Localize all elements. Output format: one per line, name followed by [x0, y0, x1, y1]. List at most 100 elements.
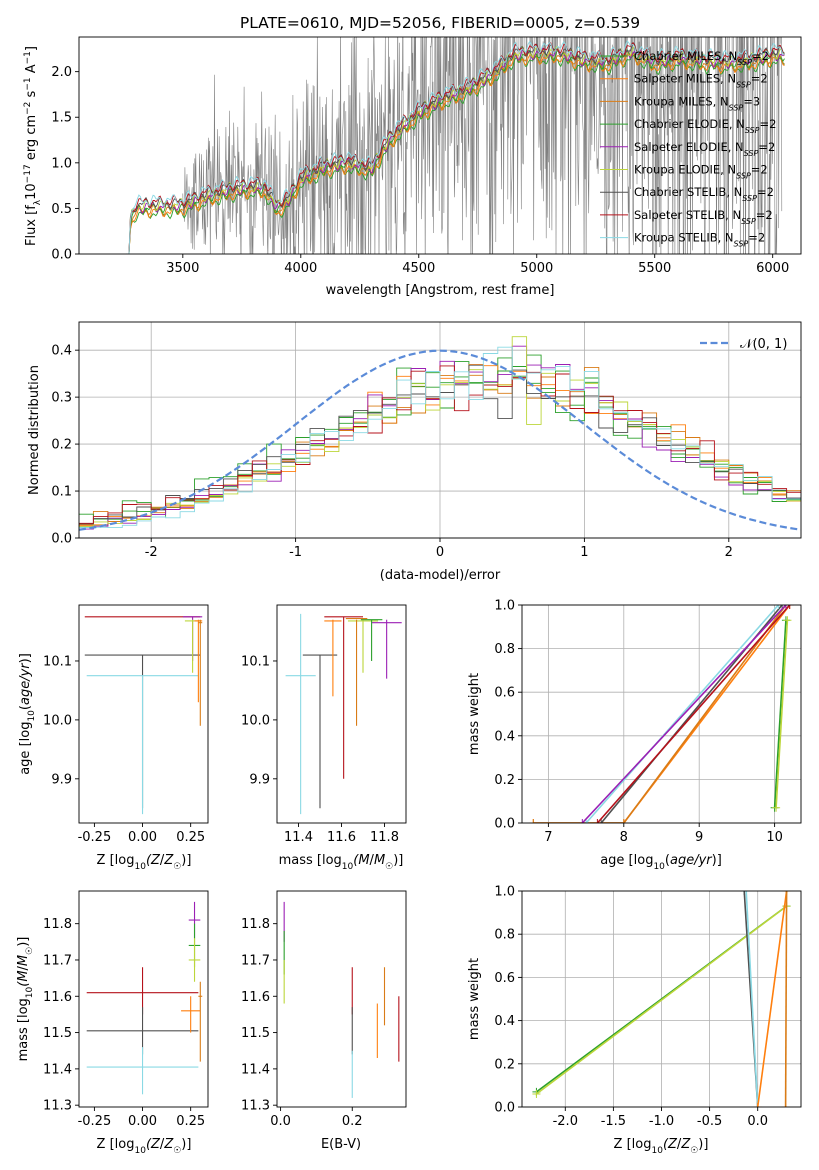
weight-line-salpeter-elodie: [581, 605, 787, 823]
mass-vs-Z-x-label: Z [log10(Z/Z☉)]: [97, 1137, 192, 1156]
weight-line-chabrier-elodie: [773, 620, 787, 808]
errorbar-kroupa-stelib: [86, 675, 199, 815]
x-tick-label: 1: [580, 545, 588, 560]
axes-frame: 7 8 9 10 0.0 0.2 0.4 0.6 0.8 1.0: [494, 599, 802, 845]
y-tick-label: 11.3: [241, 1099, 270, 1114]
errorbar-salpeter-miles: [324, 619, 342, 697]
y-tick-label: 11.4: [43, 1062, 72, 1077]
weight-line-kroupa-stelib: [585, 605, 779, 823]
weight-marker: [619, 819, 628, 823]
y-tick-label: 11.4: [241, 1062, 270, 1077]
errorbar-kroupa-elodie: [188, 938, 201, 982]
axes-mass-vs-Z: -0.25 0.00 0.25 11.3 11.4 11.5 11.6 11.7 11.8: [43, 890, 209, 1129]
weight-line-salpeter-miles: [756, 891, 788, 1107]
errorbar-chabrier-elodie: [360, 619, 383, 661]
spectrum-legend: Chabrier MILES, NSSP=2 Salpeter MILES, NS…: [600, 49, 776, 248]
x-tick-label: 2: [725, 545, 733, 560]
x-tick-label: 0.0: [747, 1114, 768, 1129]
y-tick-label: 0.2: [494, 1057, 515, 1072]
plot-area: [532, 891, 791, 1107]
axes-age-vs-mass: 11.4 11.6 11.8 9.9 10.0 10.1: [241, 604, 407, 845]
y-tick-label: 0.2: [51, 438, 72, 453]
plot-area: [84, 616, 203, 815]
x-tick-label: -0.5: [697, 1114, 722, 1129]
y-tick-label: 0.6: [494, 971, 515, 986]
y-tick-label: 0.4: [494, 729, 515, 744]
y-tick-label: 1.5: [51, 111, 72, 126]
x-tick-label: 0.0: [270, 1114, 291, 1129]
errorbar-salpeter-miles: [194, 619, 203, 703]
errorbar-kroupa-miles: [345, 618, 368, 726]
weight-marker: [772, 803, 781, 812]
y-tick-label: 9.9: [51, 772, 72, 787]
y-tick-label: 0.8: [494, 642, 515, 657]
x-tick-label: -1.5: [601, 1114, 626, 1129]
legend-label: Salpeter ELODIE, NSSP=2: [634, 140, 775, 158]
weight-marker: [597, 819, 606, 823]
axes-border: [78, 604, 209, 824]
weight-line-kroupa-miles: [533, 605, 787, 823]
weight-line-salpeter-stelib: [596, 605, 791, 823]
y-tick-label: 11.7: [43, 953, 72, 968]
x-tick-label: 8: [620, 830, 628, 845]
weight-marker: [578, 819, 587, 823]
errorbar-kroupa-elodie: [347, 619, 379, 673]
weight-line-kroupa-miles: [784, 891, 788, 1107]
y-tick-label: 0.5: [51, 202, 72, 217]
weight-marker: [532, 1090, 541, 1099]
x-tick-label: 11.8: [370, 830, 399, 845]
y-tick-label: 0.0: [51, 248, 72, 263]
legend-label: Kroupa MILES, NSSP=3: [634, 94, 760, 112]
weight-vs-age-x-label: age [log10(age/yr)]: [600, 853, 722, 872]
x-tick-label: 0.2: [342, 1114, 363, 1129]
residual-histogram-kroupa-stelib: [79, 346, 801, 529]
y-tick-label: 0.4: [494, 1014, 515, 1029]
observed-spectrum: [182, 37, 783, 254]
model-spectrum-salpeter-stelib: [126, 41, 785, 254]
errorbar-chabrier-stelib: [86, 1007, 199, 1055]
weight-line-kroupa-stelib: [745, 891, 759, 1107]
x-tick-label: 0.00: [128, 830, 157, 845]
weight-marker: [742, 891, 751, 895]
plot-area: [86, 901, 203, 1095]
x-tick-label: 0.25: [176, 1114, 205, 1129]
axes-mass-vs-ebv: 0.0 0.2 11.3 11.4 11.5 11.6 11.7 11.8: [241, 890, 407, 1129]
age-vs-Z-y-label: age [log10(age/yr)]: [18, 653, 37, 775]
weight-vs-age-y-label: mass weight: [467, 673, 482, 755]
y-tick-label: 9.9: [249, 772, 270, 787]
weight-marker: [774, 605, 783, 609]
y-tick-label: 0.4: [51, 344, 72, 359]
y-tick-label: 0.3: [51, 391, 72, 406]
errorbar-kroupa-miles: [198, 981, 203, 1062]
axes-border: [276, 890, 407, 1108]
errorbar-salpeter-elodie: [371, 619, 402, 679]
axes-border: [78, 890, 209, 1108]
weight-marker: [785, 605, 794, 609]
x-tick-label: 3500: [166, 261, 199, 276]
plot-area: [126, 37, 785, 254]
model-spectrum-chabrier-miles: [126, 52, 785, 254]
axes-frame: -0.25 0.00 0.25 11.3 11.4 11.5 11.6 11.7 11.8: [43, 890, 209, 1129]
y-tick-label: 0.0: [494, 1101, 515, 1116]
axes-frame: -2.0 -1.5 -1.0 -0.5 0.0 0.0 0.2 0.4 0.6 0.8 1.0: [494, 885, 802, 1129]
y-tick-label: 10.1: [241, 654, 270, 669]
x-tick-label: 9: [695, 830, 703, 845]
weight-line-kroupa-elodie: [775, 620, 789, 808]
x-tick-label: 10: [766, 830, 783, 845]
x-tick-label: 0.00: [128, 1114, 157, 1129]
plot-area: [529, 605, 794, 823]
errorbar-chabrier-stelib: [302, 654, 338, 809]
model-spectrum-kroupa-stelib: [126, 40, 785, 254]
axes-spectrum: 3500 4000 4500 5000 5500 6000 0.0 0.5 1.0 1.5 2.0 C…: [51, 36, 802, 276]
x-tick-label: -1: [289, 545, 302, 560]
weight-marker: [529, 819, 538, 823]
normal-legend-label: 𝒩(0, 1): [740, 337, 787, 352]
weight-vs-Z-x-label: Z [log10(Z/Z☉)]: [614, 1137, 709, 1156]
plot-area: [283, 901, 400, 1098]
weight-marker: [781, 605, 790, 609]
y-tick-label: 11.5: [241, 1026, 270, 1041]
y-tick-label: 11.6: [43, 990, 72, 1005]
y-tick-label: 0.8: [494, 928, 515, 943]
y-tick-label: 11.6: [241, 990, 270, 1005]
axes-border: [521, 604, 802, 824]
